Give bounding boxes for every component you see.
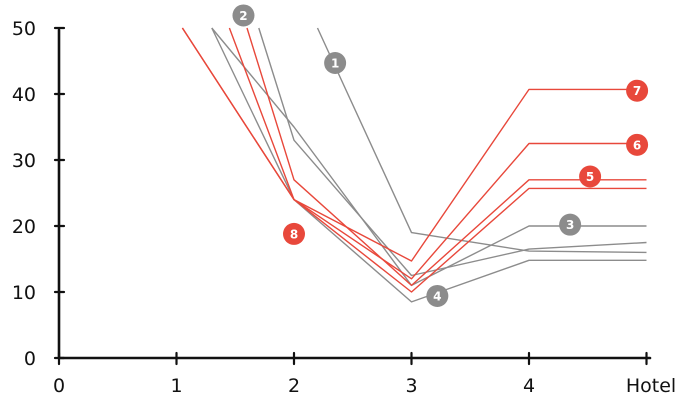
y-tick-label: 30: [12, 150, 36, 172]
x-tick-label: 3: [405, 375, 417, 397]
y-tick-label: 50: [12, 18, 36, 40]
series-line-8: [181, 27, 647, 293]
x-axis-title: Hotel: [626, 375, 676, 397]
series-line-1: [316, 27, 647, 254]
marker-label: 7: [633, 84, 641, 98]
marker-circle: [579, 165, 602, 188]
y-tick-label: 10: [12, 282, 36, 304]
marker-label: 1: [331, 56, 339, 70]
y-tick-label: 0: [24, 348, 36, 370]
series-line-4: [211, 27, 647, 303]
marker-circle: [283, 222, 305, 245]
y-tick-label: 20: [12, 216, 36, 238]
series-marker-1: 1: [324, 51, 347, 74]
series-markers: 1 2 3 4 5 6 7 8: [232, 4, 649, 307]
marker-circle: [559, 213, 582, 236]
x-tick-label: 1: [170, 375, 182, 397]
axes: Hotel: [57, 28, 676, 397]
x-tick-label: 0: [53, 375, 65, 397]
x-tick-label: 4: [523, 375, 535, 397]
series-marker-6: 6: [626, 133, 649, 156]
axis-ticks: 0 10 20 30 40 50 0 1 2 3 4: [12, 18, 648, 397]
series-marker-4: 4: [426, 284, 449, 307]
series-line-2: [258, 27, 647, 277]
series-line-5: [246, 27, 647, 287]
marker-circle: [324, 51, 347, 74]
marker-circle: [626, 133, 649, 156]
marker-circle: [426, 284, 449, 307]
marker-circle: [626, 79, 649, 102]
series-marker-8: 8: [283, 222, 305, 245]
x-tick-label: 2: [288, 375, 300, 397]
marker-label: 2: [239, 9, 247, 23]
marker-circle: [232, 4, 255, 27]
marker-label: 5: [586, 170, 594, 184]
series-marker-2: 2: [232, 4, 255, 27]
series-marker-5: 5: [579, 165, 602, 188]
marker-label: 8: [290, 227, 298, 241]
marker-label: 6: [633, 138, 641, 152]
marker-label: 4: [433, 289, 441, 303]
marker-label: 3: [566, 218, 574, 232]
series-marker-3: 3: [559, 213, 582, 236]
y-tick-label: 40: [12, 84, 36, 106]
series-marker-7: 7: [626, 79, 649, 102]
series-line-6: [228, 27, 647, 280]
series-lines: [181, 27, 647, 303]
